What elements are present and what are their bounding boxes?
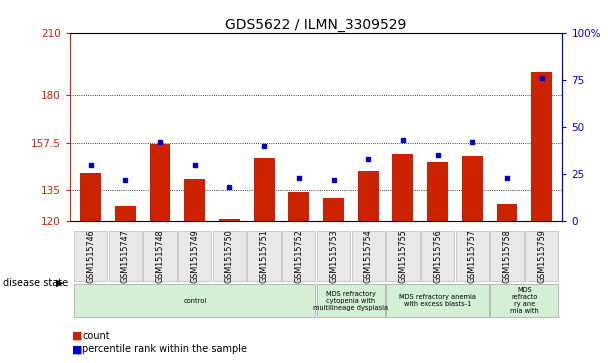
Text: MDS refractory anemia
with excess blasts-1: MDS refractory anemia with excess blasts… — [399, 294, 476, 307]
Text: GSM1515746: GSM1515746 — [86, 229, 95, 283]
FancyBboxPatch shape — [213, 231, 246, 281]
Text: GSM1515747: GSM1515747 — [121, 229, 130, 283]
Text: GSM1515758: GSM1515758 — [502, 229, 511, 283]
FancyBboxPatch shape — [143, 231, 177, 281]
FancyBboxPatch shape — [386, 284, 489, 317]
Text: GSM1515754: GSM1515754 — [364, 229, 373, 283]
Bar — [184, 179, 205, 221]
Text: ■: ■ — [72, 331, 82, 341]
Bar — [150, 144, 170, 221]
FancyBboxPatch shape — [178, 231, 212, 281]
Bar — [427, 163, 448, 221]
FancyBboxPatch shape — [421, 231, 454, 281]
FancyBboxPatch shape — [455, 231, 489, 281]
FancyBboxPatch shape — [351, 231, 385, 281]
FancyBboxPatch shape — [74, 231, 108, 281]
FancyBboxPatch shape — [247, 231, 281, 281]
Text: GSM1515756: GSM1515756 — [433, 229, 442, 283]
Text: count: count — [82, 331, 109, 341]
Bar — [254, 158, 275, 221]
FancyBboxPatch shape — [317, 284, 385, 317]
Text: ■: ■ — [72, 344, 82, 354]
Text: GSM1515757: GSM1515757 — [468, 229, 477, 283]
Bar — [358, 171, 379, 221]
FancyBboxPatch shape — [386, 231, 420, 281]
Text: GSM1515755: GSM1515755 — [398, 229, 407, 283]
Bar — [80, 173, 101, 221]
Text: GSM1515752: GSM1515752 — [294, 229, 303, 283]
Text: GSM1515750: GSM1515750 — [225, 229, 234, 283]
Text: ▶: ▶ — [56, 278, 63, 288]
FancyBboxPatch shape — [282, 231, 316, 281]
Bar — [115, 207, 136, 221]
FancyBboxPatch shape — [317, 231, 350, 281]
Text: GSM1515748: GSM1515748 — [156, 229, 165, 283]
Bar — [288, 192, 309, 221]
Bar — [323, 198, 344, 221]
Bar — [462, 156, 483, 221]
Text: GSM1515753: GSM1515753 — [329, 229, 338, 283]
Title: GDS5622 / ILMN_3309529: GDS5622 / ILMN_3309529 — [226, 18, 407, 32]
Bar — [219, 219, 240, 221]
FancyBboxPatch shape — [525, 231, 558, 281]
Text: GSM1515751: GSM1515751 — [260, 229, 269, 283]
Text: control: control — [183, 298, 206, 303]
Bar — [392, 154, 413, 221]
Text: MDS refractory
cytopenia with
multilineage dysplasia: MDS refractory cytopenia with multilinea… — [313, 291, 389, 311]
Text: GSM1515759: GSM1515759 — [537, 229, 546, 283]
Text: MDS
refracto
ry ane
mia with: MDS refracto ry ane mia with — [510, 287, 539, 314]
FancyBboxPatch shape — [74, 284, 316, 317]
Text: GSM1515749: GSM1515749 — [190, 229, 199, 283]
Text: percentile rank within the sample: percentile rank within the sample — [82, 344, 247, 354]
FancyBboxPatch shape — [490, 284, 558, 317]
Bar — [531, 73, 552, 221]
Text: disease state: disease state — [3, 278, 68, 288]
Bar — [497, 204, 517, 221]
FancyBboxPatch shape — [490, 231, 523, 281]
FancyBboxPatch shape — [109, 231, 142, 281]
